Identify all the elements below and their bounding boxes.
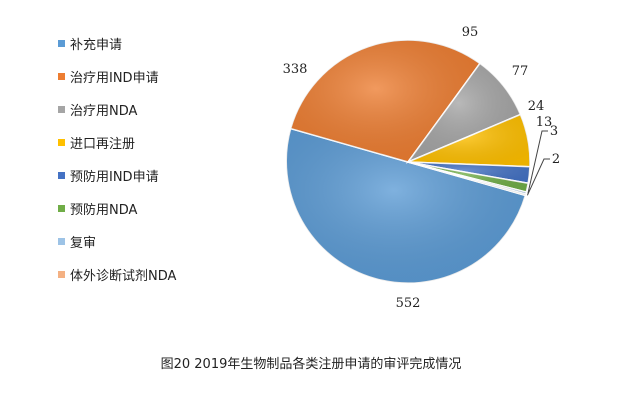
legend-label: 复审 <box>70 236 96 251</box>
legend-swatch <box>58 106 65 113</box>
pie-slice-shading <box>408 162 526 196</box>
data-label: 77 <box>512 64 529 79</box>
legend-swatch <box>58 139 65 146</box>
leader-lines <box>526 130 550 196</box>
legend-swatch <box>58 238 65 245</box>
legend-swatch <box>58 73 65 80</box>
legend-swatch <box>58 172 65 179</box>
data-label: 2 <box>552 152 560 167</box>
legend-label: 进口再注册 <box>70 137 135 152</box>
pie-slice-shading <box>290 40 480 162</box>
legend-swatch <box>58 40 65 47</box>
legend-label: 治疗用IND申请 <box>70 71 159 86</box>
figure-caption: 图20 2019年生物制品各类注册申请的审评完成情况 <box>160 357 462 372</box>
legend-label: 预防用IND申请 <box>70 169 159 185</box>
leader-line <box>527 130 548 194</box>
pie-slice-shading <box>408 63 521 163</box>
data-label: 13 <box>536 115 553 130</box>
legend-label: 体外诊断试剂NDA <box>70 269 177 284</box>
leader-line <box>526 158 550 196</box>
legend-swatch <box>58 205 65 212</box>
legend-swatch <box>58 271 65 278</box>
legend-label: 补充申请 <box>70 37 122 53</box>
pie-slices <box>285 39 531 284</box>
data-label: 552 <box>396 296 421 311</box>
pie-slice-shading <box>408 114 530 167</box>
legend-label: 预防用NDA <box>70 202 138 218</box>
data-label: 24 <box>528 99 545 114</box>
legend-label: 治疗用NDA <box>70 104 138 119</box>
pie-slice-shading <box>286 128 526 284</box>
data-label: 3 <box>550 124 558 139</box>
data-label: 95 <box>462 25 479 40</box>
data-label: 338 <box>283 62 308 77</box>
